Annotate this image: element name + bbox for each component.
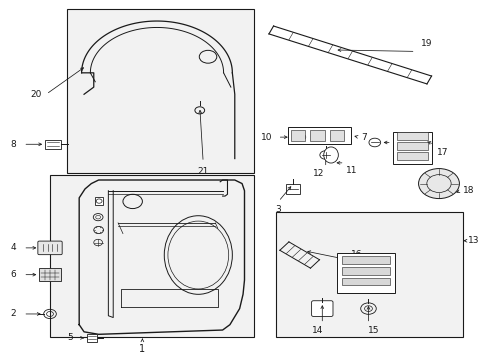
Circle shape	[418, 168, 458, 199]
Bar	[67, 9, 254, 173]
Bar	[287, 127, 351, 144]
Bar	[341, 256, 389, 264]
Bar	[87, 334, 97, 342]
Ellipse shape	[164, 216, 232, 294]
Bar	[341, 267, 389, 275]
Text: 6: 6	[10, 270, 16, 279]
Text: 7: 7	[361, 132, 366, 141]
Text: 3: 3	[275, 205, 281, 214]
Bar	[290, 130, 305, 141]
Bar	[396, 143, 427, 150]
Text: 1: 1	[139, 344, 145, 354]
Bar	[396, 132, 427, 140]
Text: 18: 18	[462, 186, 474, 195]
Bar	[45, 140, 61, 149]
Text: 4: 4	[10, 243, 16, 252]
Text: 9: 9	[393, 138, 399, 147]
Bar	[276, 212, 462, 337]
Text: 20: 20	[30, 90, 41, 99]
Text: 10: 10	[261, 132, 272, 141]
Bar	[50, 175, 254, 337]
Text: 11: 11	[345, 166, 356, 175]
FancyBboxPatch shape	[38, 241, 62, 255]
Bar	[286, 184, 299, 194]
Bar	[396, 153, 427, 160]
Text: 21: 21	[197, 167, 208, 176]
Bar	[95, 197, 103, 205]
Bar	[392, 132, 431, 164]
Text: 5: 5	[67, 333, 73, 342]
Ellipse shape	[167, 221, 228, 289]
Bar	[341, 278, 389, 285]
Text: 12: 12	[312, 169, 324, 178]
Bar	[329, 130, 344, 141]
Bar	[336, 253, 394, 293]
Text: 13: 13	[467, 236, 479, 245]
FancyBboxPatch shape	[39, 268, 61, 281]
Text: 17: 17	[436, 148, 447, 157]
Bar	[309, 130, 324, 141]
Text: 14: 14	[311, 327, 323, 336]
Bar	[290, 131, 307, 143]
Text: 15: 15	[367, 327, 378, 336]
Text: 16: 16	[350, 249, 361, 258]
Text: 19: 19	[420, 39, 431, 48]
Ellipse shape	[323, 147, 338, 163]
Text: 8: 8	[10, 140, 16, 149]
Text: 2: 2	[10, 310, 16, 319]
FancyBboxPatch shape	[311, 301, 332, 316]
